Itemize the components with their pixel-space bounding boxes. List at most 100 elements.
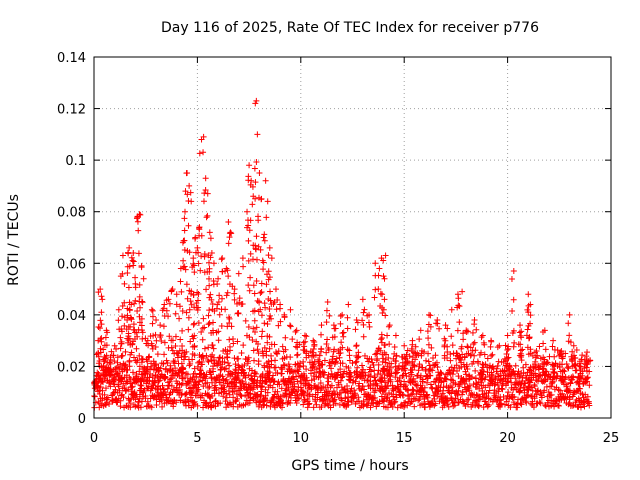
data-point	[152, 372, 159, 379]
data-point	[520, 364, 527, 371]
data-point	[508, 276, 515, 283]
data-point	[248, 372, 255, 379]
data-point	[253, 97, 260, 104]
data-point	[554, 402, 561, 409]
data-point	[559, 368, 566, 375]
data-point	[318, 404, 325, 411]
data-point	[408, 345, 415, 352]
data-point	[425, 341, 432, 348]
data-point	[433, 320, 440, 327]
data-point	[126, 363, 133, 370]
data-point	[558, 376, 565, 383]
data-point	[268, 255, 275, 262]
data-point	[512, 362, 519, 369]
data-point	[394, 378, 401, 385]
data-point	[111, 342, 118, 349]
x-axis-label: GPS time / hours	[291, 458, 408, 474]
data-point	[471, 317, 478, 324]
data-point	[488, 352, 495, 359]
data-point	[328, 370, 335, 377]
data-point	[360, 333, 367, 340]
data-point	[301, 332, 308, 339]
data-point	[130, 258, 137, 265]
data-point	[569, 376, 576, 383]
data-point	[157, 385, 164, 392]
data-point	[102, 373, 109, 380]
data-point	[166, 382, 173, 389]
data-point	[121, 280, 128, 287]
data-point	[517, 341, 524, 348]
data-point	[549, 378, 556, 385]
data-point	[382, 359, 389, 366]
data-point	[158, 360, 165, 367]
data-point	[251, 357, 258, 364]
data-point	[461, 381, 468, 388]
data-point	[412, 343, 419, 350]
data-point	[509, 307, 516, 314]
data-point	[207, 399, 214, 406]
data-point	[294, 367, 301, 374]
data-point	[476, 396, 483, 403]
data-point	[584, 375, 591, 382]
data-point	[565, 320, 572, 327]
data-point	[422, 357, 429, 364]
data-point	[258, 333, 265, 340]
data-point	[93, 379, 100, 386]
data-point	[201, 253, 208, 260]
data-point	[149, 385, 156, 392]
data-point	[425, 321, 432, 328]
data-point	[115, 306, 122, 313]
data-point	[318, 331, 325, 338]
data-point	[135, 399, 142, 406]
data-point	[128, 254, 135, 261]
data-point	[149, 313, 156, 320]
data-point	[405, 393, 412, 400]
data-point	[463, 388, 470, 395]
data-point	[94, 369, 101, 376]
data-point	[392, 398, 399, 405]
data-point	[160, 323, 167, 330]
data-point	[510, 268, 517, 275]
data-point	[200, 198, 207, 205]
data-point	[198, 329, 205, 336]
data-point	[367, 404, 374, 411]
data-point	[427, 312, 434, 319]
data-point	[294, 378, 301, 385]
data-point	[240, 369, 247, 376]
data-point	[353, 358, 360, 365]
data-point	[173, 384, 180, 391]
data-point	[558, 347, 565, 354]
data-point	[227, 347, 234, 354]
data-point	[321, 357, 328, 364]
data-point	[385, 355, 392, 362]
data-point	[525, 291, 532, 298]
data-point	[495, 358, 502, 365]
data-point	[401, 342, 408, 349]
data-point	[169, 286, 176, 293]
data-point	[300, 358, 307, 365]
data-point	[133, 371, 140, 378]
data-point	[115, 317, 122, 324]
data-point	[527, 364, 534, 371]
data-point	[474, 392, 481, 399]
data-point	[456, 355, 463, 362]
data-point	[96, 391, 103, 398]
data-point	[569, 363, 576, 370]
data-point	[210, 363, 217, 370]
data-point	[106, 359, 113, 366]
data-point	[285, 361, 292, 368]
data-point	[533, 377, 540, 384]
data-point	[281, 311, 288, 318]
data-point	[178, 288, 185, 295]
data-point	[324, 336, 331, 343]
data-point	[469, 374, 476, 381]
data-point	[505, 345, 512, 352]
data-point	[545, 388, 552, 395]
x-tick-label: 20	[499, 431, 516, 446]
data-point	[224, 348, 231, 355]
data-point	[308, 377, 315, 384]
data-point	[303, 354, 310, 361]
data-point	[480, 395, 487, 402]
data-point	[247, 250, 254, 257]
data-point	[250, 282, 257, 289]
